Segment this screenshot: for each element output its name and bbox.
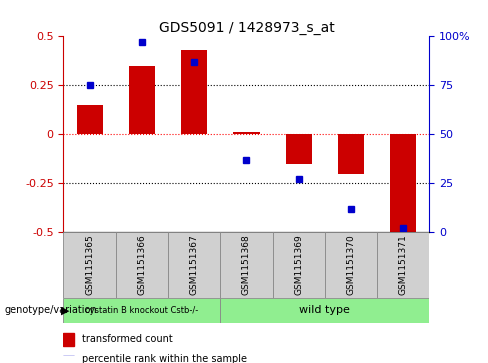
Text: GSM1151368: GSM1151368 [242, 234, 251, 295]
Bar [129, 66, 155, 134]
Text: GSM1151367: GSM1151367 [190, 234, 199, 295]
Bar [77, 105, 102, 134]
Text: GSM1151371: GSM1151371 [399, 234, 408, 295]
Bar [377, 232, 429, 298]
Text: percentile rank within the sample: percentile rank within the sample [82, 354, 247, 363]
Bar [116, 232, 168, 298]
Text: ▶: ▶ [61, 305, 69, 315]
Text: cystatin B knockout Cstb-/-: cystatin B knockout Cstb-/- [85, 306, 199, 315]
Bar [273, 232, 325, 298]
Bar [63, 232, 116, 298]
Bar [63, 333, 75, 346]
Bar [338, 134, 364, 174]
Bar [233, 132, 260, 134]
Bar [220, 232, 273, 298]
Text: GSM1151366: GSM1151366 [137, 234, 146, 295]
Bar [63, 356, 75, 362]
Text: wild type: wild type [300, 305, 350, 315]
Title: GDS5091 / 1428973_s_at: GDS5091 / 1428973_s_at [159, 21, 334, 35]
Text: genotype/variation: genotype/variation [5, 305, 98, 315]
Bar [168, 232, 220, 298]
Bar [285, 134, 312, 164]
Bar [220, 298, 429, 323]
Bar [390, 134, 416, 232]
Bar [181, 50, 207, 134]
Text: transformed count: transformed count [82, 334, 172, 344]
Bar [63, 298, 220, 323]
Text: GSM1151369: GSM1151369 [294, 234, 303, 295]
Bar [325, 232, 377, 298]
Text: GSM1151370: GSM1151370 [346, 234, 356, 295]
Text: GSM1151365: GSM1151365 [85, 234, 94, 295]
